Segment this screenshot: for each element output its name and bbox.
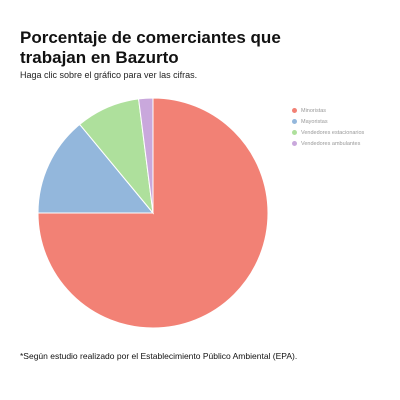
chart-title: Porcentaje de comerciantes que trabajan … [20,28,281,67]
pie-slice-mayoristas[interactable] [37,123,155,214]
legend-item[interactable]: Mayoristas [292,116,397,127]
pie-slice-minoristas[interactable] [37,97,269,329]
legend-label: Mayoristas [301,118,328,125]
legend-label: Vendedores estacionarios [301,129,365,136]
legend-item[interactable]: Vendedores ambulantes [292,138,397,149]
legend-marker [292,108,297,113]
pie-slices[interactable] [37,97,269,329]
pie-slice-vendedores-ambulantes[interactable] [138,97,154,214]
legend-label: Minoristas [301,107,327,114]
chart-legend: Minoristas Mayoristas Vendedores estaciona… [292,105,397,149]
legend-label: Vendedores ambulantes [301,140,361,147]
legend-item[interactable]: Minoristas [292,105,397,116]
legend-marker [292,141,297,146]
legend-item[interactable]: Vendedores estacionarios [292,127,397,138]
footnote: *Según estudio realizado por el Establec… [20,351,298,361]
legend-marker [292,119,297,124]
legend-marker [292,130,297,135]
chart-subtitle: Haga clic sobre el gráfico para ver las … [20,70,198,80]
